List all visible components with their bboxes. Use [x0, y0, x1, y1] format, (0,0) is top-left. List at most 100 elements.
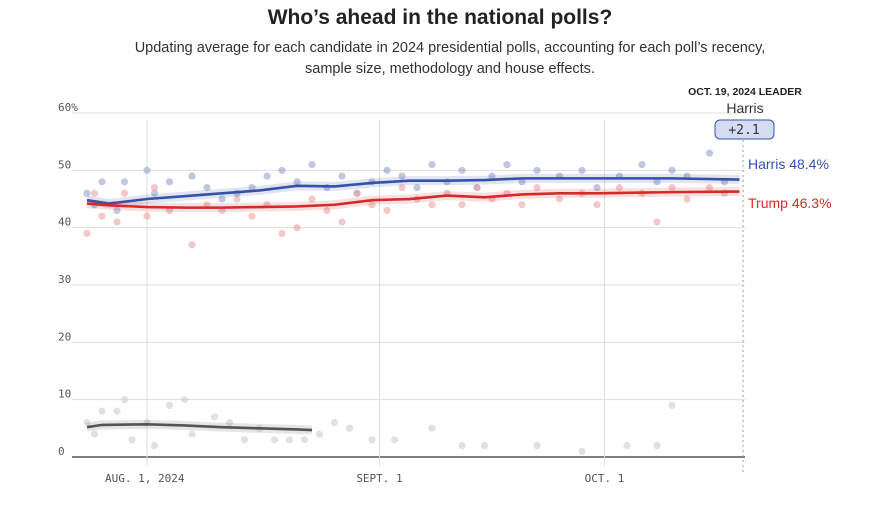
trump-poll-point	[668, 183, 676, 192]
other-poll-point	[300, 436, 309, 444]
trump-poll-point	[248, 212, 256, 220]
trump-poll-point	[278, 229, 286, 238]
trump-poll-point	[705, 183, 714, 192]
trump-poll-point	[83, 229, 91, 238]
leader-date-label: OCT. 19, 2024 LEADER	[688, 86, 802, 98]
harris-poll-point	[203, 183, 211, 192]
harris-poll-point	[533, 166, 541, 174]
trump-poll-point	[323, 206, 331, 215]
other-poll-point	[128, 436, 136, 444]
other-poll-point	[458, 441, 466, 450]
other-poll-point	[578, 447, 586, 455]
trump-poll-point	[653, 218, 661, 226]
trump-poll-point	[90, 189, 99, 197]
other-poll-point	[315, 430, 324, 438]
harris-poll-point	[150, 189, 159, 197]
other-poll-point	[623, 441, 631, 450]
harris-poll-point	[705, 149, 714, 157]
trump-poll-point	[458, 201, 466, 209]
harris-poll-point	[248, 183, 256, 192]
trump-poll-point	[683, 195, 691, 203]
other-poll-point	[210, 413, 219, 421]
harris-poll-point	[98, 178, 106, 186]
other-poll-point	[98, 407, 106, 415]
harris-poll-point	[338, 172, 346, 180]
other-poll-point	[188, 430, 196, 438]
trump-poll-point	[473, 183, 481, 192]
other-poll-point	[83, 419, 91, 427]
y-tick-label: 60%	[58, 101, 78, 114]
harris-poll-point	[188, 172, 196, 180]
harris-poll-point	[120, 178, 129, 186]
other-poll-point	[270, 436, 279, 444]
leader-name: Harris	[726, 100, 763, 116]
other-poll-point	[225, 419, 234, 427]
y-tick-label: 20	[58, 330, 71, 343]
harris-poll-point	[518, 178, 526, 186]
other-poll-point	[653, 441, 661, 450]
harris-poll-point	[83, 189, 91, 197]
other-poll-point	[345, 424, 354, 432]
trump-poll-point	[143, 212, 151, 220]
harris-poll-point	[218, 195, 226, 203]
x-tick-label: SEPT. 1	[356, 472, 402, 485]
trump-poll-point	[368, 201, 376, 209]
trump-poll-point	[353, 189, 361, 197]
other-poll-point	[330, 419, 339, 427]
other-poll-point	[120, 396, 129, 404]
trump-poll-point	[615, 183, 624, 192]
other-poll-point	[285, 436, 294, 444]
harris-poll-point	[668, 166, 676, 174]
other-poll-point	[533, 441, 541, 450]
subtitle: Updating average for each candidate in 2…	[134, 40, 766, 77]
page-title: Who’s ahead in the national polls?	[267, 6, 613, 29]
trump-poll-point	[555, 195, 564, 203]
y-tick-label: 10	[58, 388, 71, 401]
trump-end-label: Trump 46.3%	[748, 195, 832, 211]
harris-poll-point	[578, 166, 586, 174]
leader-margin-badge	[714, 119, 775, 140]
trump-poll-point	[428, 201, 436, 209]
trump-poll-point	[150, 183, 159, 192]
harris-poll-point	[165, 178, 174, 186]
other-poll-point	[368, 436, 376, 444]
trump-poll-point	[120, 189, 129, 197]
harris-poll-point	[428, 161, 436, 169]
trump-poll-point	[518, 201, 526, 209]
other-poll-point	[113, 407, 121, 415]
harris-poll-point	[398, 172, 406, 180]
other-poll-point	[165, 401, 174, 410]
other-poll-point	[150, 441, 159, 450]
other-poll-point	[240, 436, 249, 444]
other-average-line	[86, 423, 313, 432]
harris-poll-point	[458, 166, 466, 174]
x-tick-label: AUG. 1, 2024	[105, 472, 185, 485]
trump-poll-point	[383, 206, 391, 215]
other-poll-point	[668, 401, 676, 410]
leader-margin: +2.1	[728, 123, 759, 138]
y-tick-label: 0	[58, 445, 65, 458]
other-poll-point	[180, 396, 189, 404]
trump-poll-point	[338, 218, 346, 226]
harris-poll-point	[653, 178, 661, 186]
harris-poll-point	[278, 166, 286, 174]
harris-poll-point	[593, 183, 601, 192]
trump-poll-point	[398, 183, 406, 192]
harris-poll-point	[143, 166, 151, 174]
harris-end-label: Harris 48.4%	[748, 156, 829, 172]
trump-poll-point	[113, 218, 121, 226]
trump-poll-point	[188, 241, 196, 249]
trump-poll-point	[593, 201, 601, 209]
harris-poll-point	[308, 161, 316, 169]
trump-poll-point	[308, 195, 316, 203]
trump-poll-point	[98, 212, 106, 220]
other-poll-point	[480, 441, 489, 450]
other-poll-point	[390, 436, 399, 444]
trump-poll-point	[533, 183, 541, 192]
harris-average-line	[86, 177, 740, 205]
y-tick-label: 40	[58, 216, 71, 229]
harris-poll-point	[488, 172, 496, 180]
trump-poll-point	[233, 195, 241, 203]
trump-average-line	[86, 190, 740, 209]
